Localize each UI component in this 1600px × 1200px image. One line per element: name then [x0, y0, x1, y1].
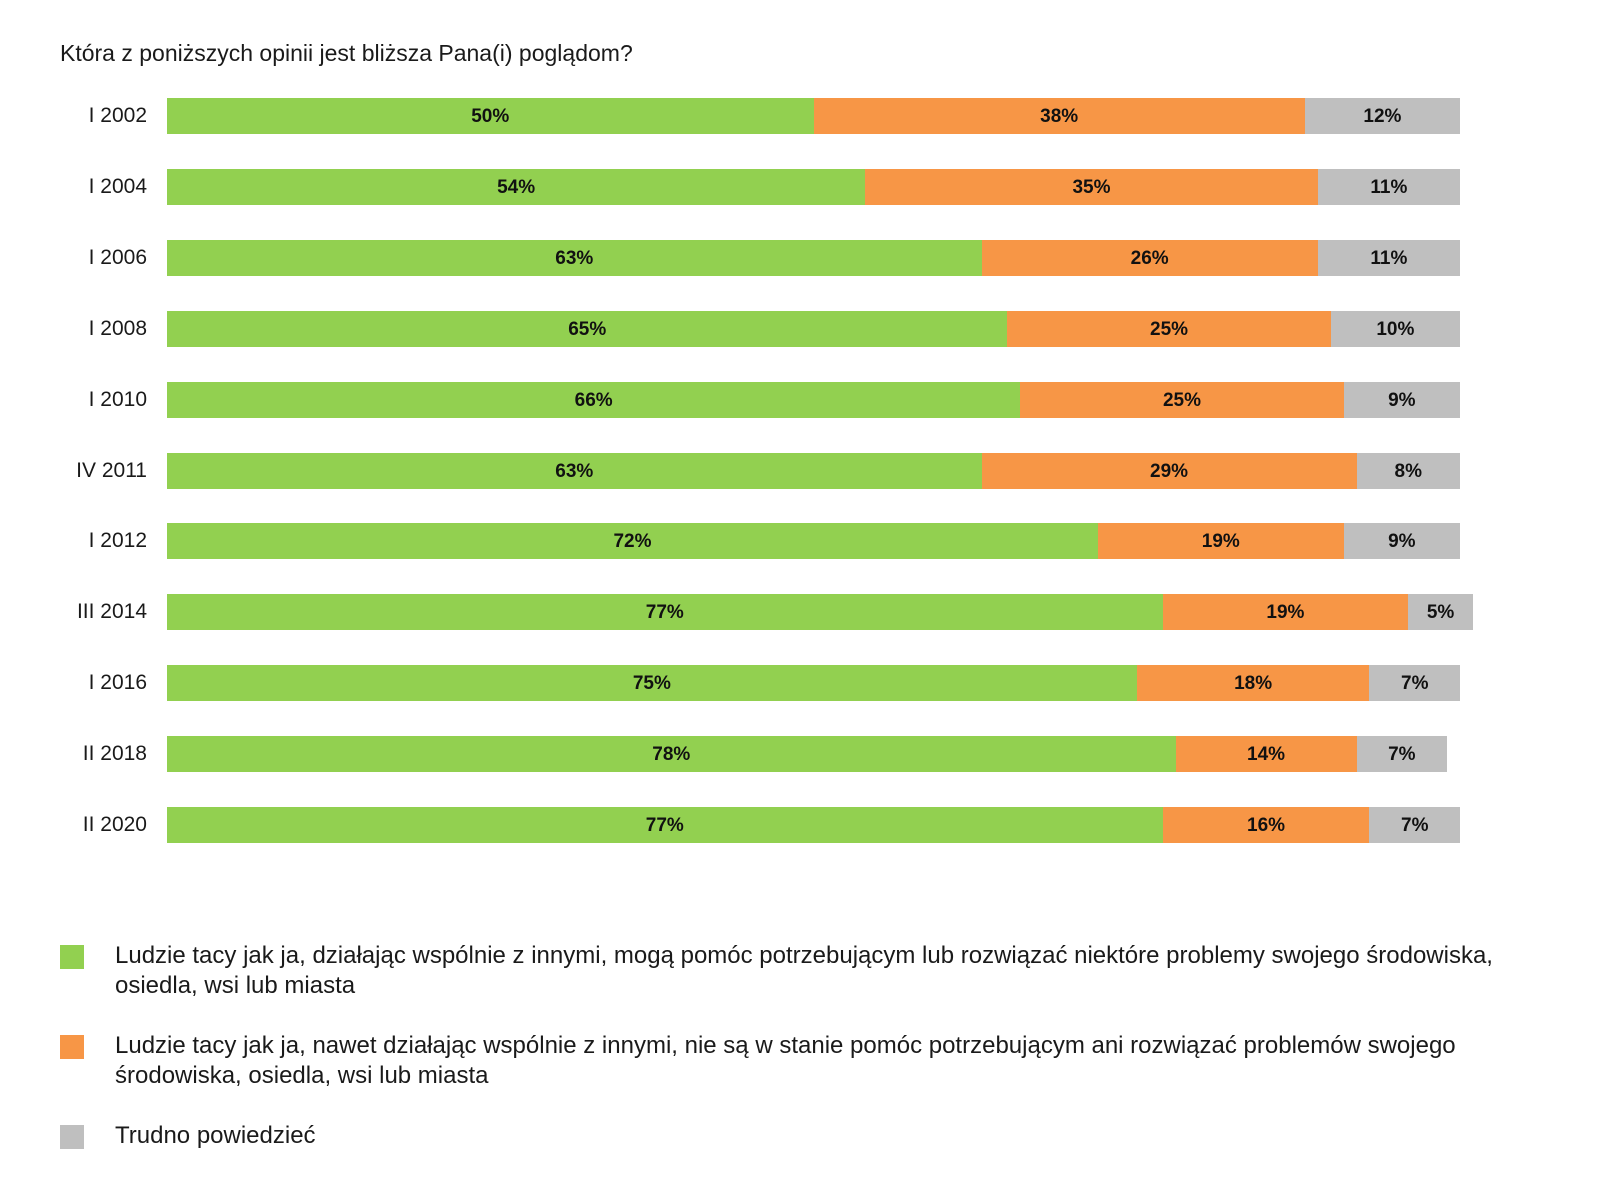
bar-segment-series-0: 63% [167, 239, 982, 276]
bar-segment-series-0: 75% [167, 665, 1137, 702]
bar-segment-series-1: 25% [1007, 310, 1331, 347]
bar-segment-series-2: 9% [1343, 523, 1460, 560]
bar-segment-series-0: 65% [167, 310, 1008, 347]
bar-segment-series-2: 5% [1408, 594, 1473, 631]
legend-label: Ludzie tacy jak ja, działając wspólnie z… [115, 942, 1493, 999]
category-label: II 2020 [82, 813, 147, 836]
category-label: I 2006 [88, 245, 147, 269]
bar-segment-series-0: 66% [167, 381, 1021, 418]
legend-swatch [60, 1035, 84, 1059]
bar-segment-series-2: 7% [1369, 807, 1460, 843]
bar-segment-series-0: 50% [167, 98, 814, 134]
bar-segment-series-0: 63% [167, 452, 982, 489]
legend-swatch [60, 1125, 84, 1149]
legend-label: Trudno powiedzieć [115, 1122, 316, 1149]
bar-segment-series-1: 18% [1136, 665, 1370, 702]
category-label: I 2004 [88, 174, 147, 198]
bar-segment-series-0: 54% [167, 168, 866, 205]
bar-segment-series-1: 38% [813, 98, 1305, 134]
bar-segment-series-2: 7% [1356, 736, 1448, 773]
bar-segment-series-0: 78% [167, 736, 1176, 773]
bar-segment-series-2: 12% [1304, 98, 1460, 134]
bar-segment-series-1: 19% [1162, 594, 1409, 631]
bar-segment-series-2: 8% [1356, 452, 1460, 489]
legend-swatch [60, 945, 84, 969]
legend-label: Ludzie tacy jak ja, nawet działając wspó… [115, 1032, 1456, 1089]
stacked-bar-chart: I 2002 50% 38% 12% I 2004 54% 35% 11% I 2006 63% 2… [76, 98, 1473, 843]
chart-title: Która z poniższych opinii jest bliższa P… [60, 40, 633, 66]
category-label: I 2002 [88, 104, 147, 127]
category-label: I 2012 [88, 529, 147, 553]
bar-segment-series-1: 25% [1020, 381, 1344, 418]
bar-segment-series-1: 26% [981, 239, 1318, 276]
category-label: I 2016 [88, 671, 147, 695]
category-label: I 2010 [88, 387, 147, 411]
bar-segment-series-0: 77% [167, 807, 1163, 843]
bar-segment-series-2: 9% [1343, 381, 1460, 418]
bar-segment-series-0: 77% [167, 594, 1163, 631]
bar-segment-series-1: 14% [1175, 736, 1357, 773]
bar-segment-series-1: 16% [1162, 807, 1370, 843]
category-label: II 2018 [82, 742, 147, 766]
category-label: I 2008 [88, 316, 147, 340]
bar-segment-series-1: 35% [865, 168, 1318, 205]
bar-segment-series-2: 11% [1317, 239, 1460, 276]
category-label: IV 2011 [76, 458, 147, 482]
bar-segment-series-2: 7% [1369, 665, 1460, 702]
bar-segment-series-1: 29% [981, 452, 1357, 489]
category-label: III 2014 [76, 600, 147, 624]
bar-segment-series-2: 10% [1330, 310, 1460, 347]
bar-segment-series-0: 72% [167, 523, 1098, 560]
bar-segment-series-2: 11% [1317, 168, 1460, 205]
bar-segment-series-1: 19% [1097, 523, 1344, 560]
